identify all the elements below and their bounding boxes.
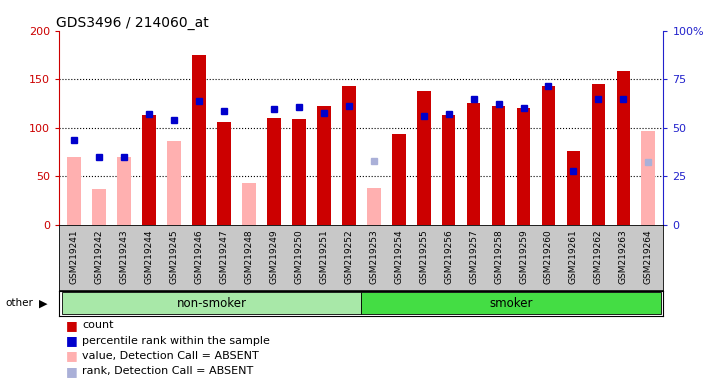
Bar (492, 106, 505, 225)
Bar (541, 86, 555, 225)
Bar (417, 91, 430, 225)
Text: GSM219253: GSM219253 (369, 229, 379, 284)
Text: ■: ■ (66, 334, 78, 347)
Text: smoker: smoker (490, 297, 533, 310)
Text: GSM219244: GSM219244 (144, 229, 154, 284)
Text: GSM219249: GSM219249 (270, 229, 278, 284)
Bar (167, 141, 181, 225)
Bar (567, 151, 580, 225)
Text: GSM219257: GSM219257 (469, 229, 478, 284)
Bar (616, 71, 630, 225)
Text: GSM219254: GSM219254 (394, 229, 403, 284)
Text: GSM219251: GSM219251 (319, 229, 328, 284)
Bar (466, 103, 480, 225)
Text: percentile rank within the sample: percentile rank within the sample (82, 336, 270, 346)
Bar (142, 115, 156, 225)
Bar (267, 118, 280, 225)
Bar (67, 157, 81, 225)
Bar (342, 86, 355, 225)
Text: GSM219260: GSM219260 (544, 229, 553, 284)
Text: GSM219258: GSM219258 (494, 229, 503, 284)
Text: count: count (82, 320, 114, 330)
Text: GSM219264: GSM219264 (644, 229, 653, 284)
Bar (442, 115, 456, 225)
Text: GSM219245: GSM219245 (169, 229, 179, 284)
Text: GSM219259: GSM219259 (519, 229, 528, 284)
Text: GSM219262: GSM219262 (594, 229, 603, 284)
Bar (118, 157, 131, 225)
Text: ▶: ▶ (39, 298, 48, 308)
Bar (317, 106, 331, 225)
Text: value, Detection Call = ABSENT: value, Detection Call = ABSENT (82, 351, 259, 361)
Text: GSM219246: GSM219246 (195, 229, 203, 284)
Text: GSM219255: GSM219255 (419, 229, 428, 284)
Text: GSM219241: GSM219241 (70, 229, 79, 284)
Bar (361, 292, 661, 314)
Bar (591, 84, 605, 225)
Bar (61, 292, 361, 314)
Text: rank, Detection Call = ABSENT: rank, Detection Call = ABSENT (82, 366, 254, 376)
Text: GSM219252: GSM219252 (344, 229, 353, 284)
Bar (192, 55, 205, 225)
Text: GDS3496 / 214060_at: GDS3496 / 214060_at (56, 16, 209, 30)
Text: other: other (5, 298, 33, 308)
Text: GSM219250: GSM219250 (294, 229, 304, 284)
Bar (292, 119, 306, 225)
Bar (642, 131, 655, 225)
Text: GSM219247: GSM219247 (219, 229, 229, 284)
Text: GSM219242: GSM219242 (94, 229, 104, 284)
Bar (392, 134, 405, 225)
Bar (217, 122, 231, 225)
Bar (367, 188, 381, 225)
Text: GSM219256: GSM219256 (444, 229, 453, 284)
Bar (517, 108, 531, 225)
Text: ■: ■ (66, 319, 78, 332)
Text: ■: ■ (66, 365, 78, 378)
Text: GSM219243: GSM219243 (120, 229, 128, 284)
Text: GSM219261: GSM219261 (569, 229, 578, 284)
Bar (92, 189, 106, 225)
Text: GSM219263: GSM219263 (619, 229, 628, 284)
Bar (242, 183, 256, 225)
Text: ■: ■ (66, 349, 78, 362)
Text: GSM219248: GSM219248 (244, 229, 253, 284)
Text: non-smoker: non-smoker (177, 297, 247, 310)
